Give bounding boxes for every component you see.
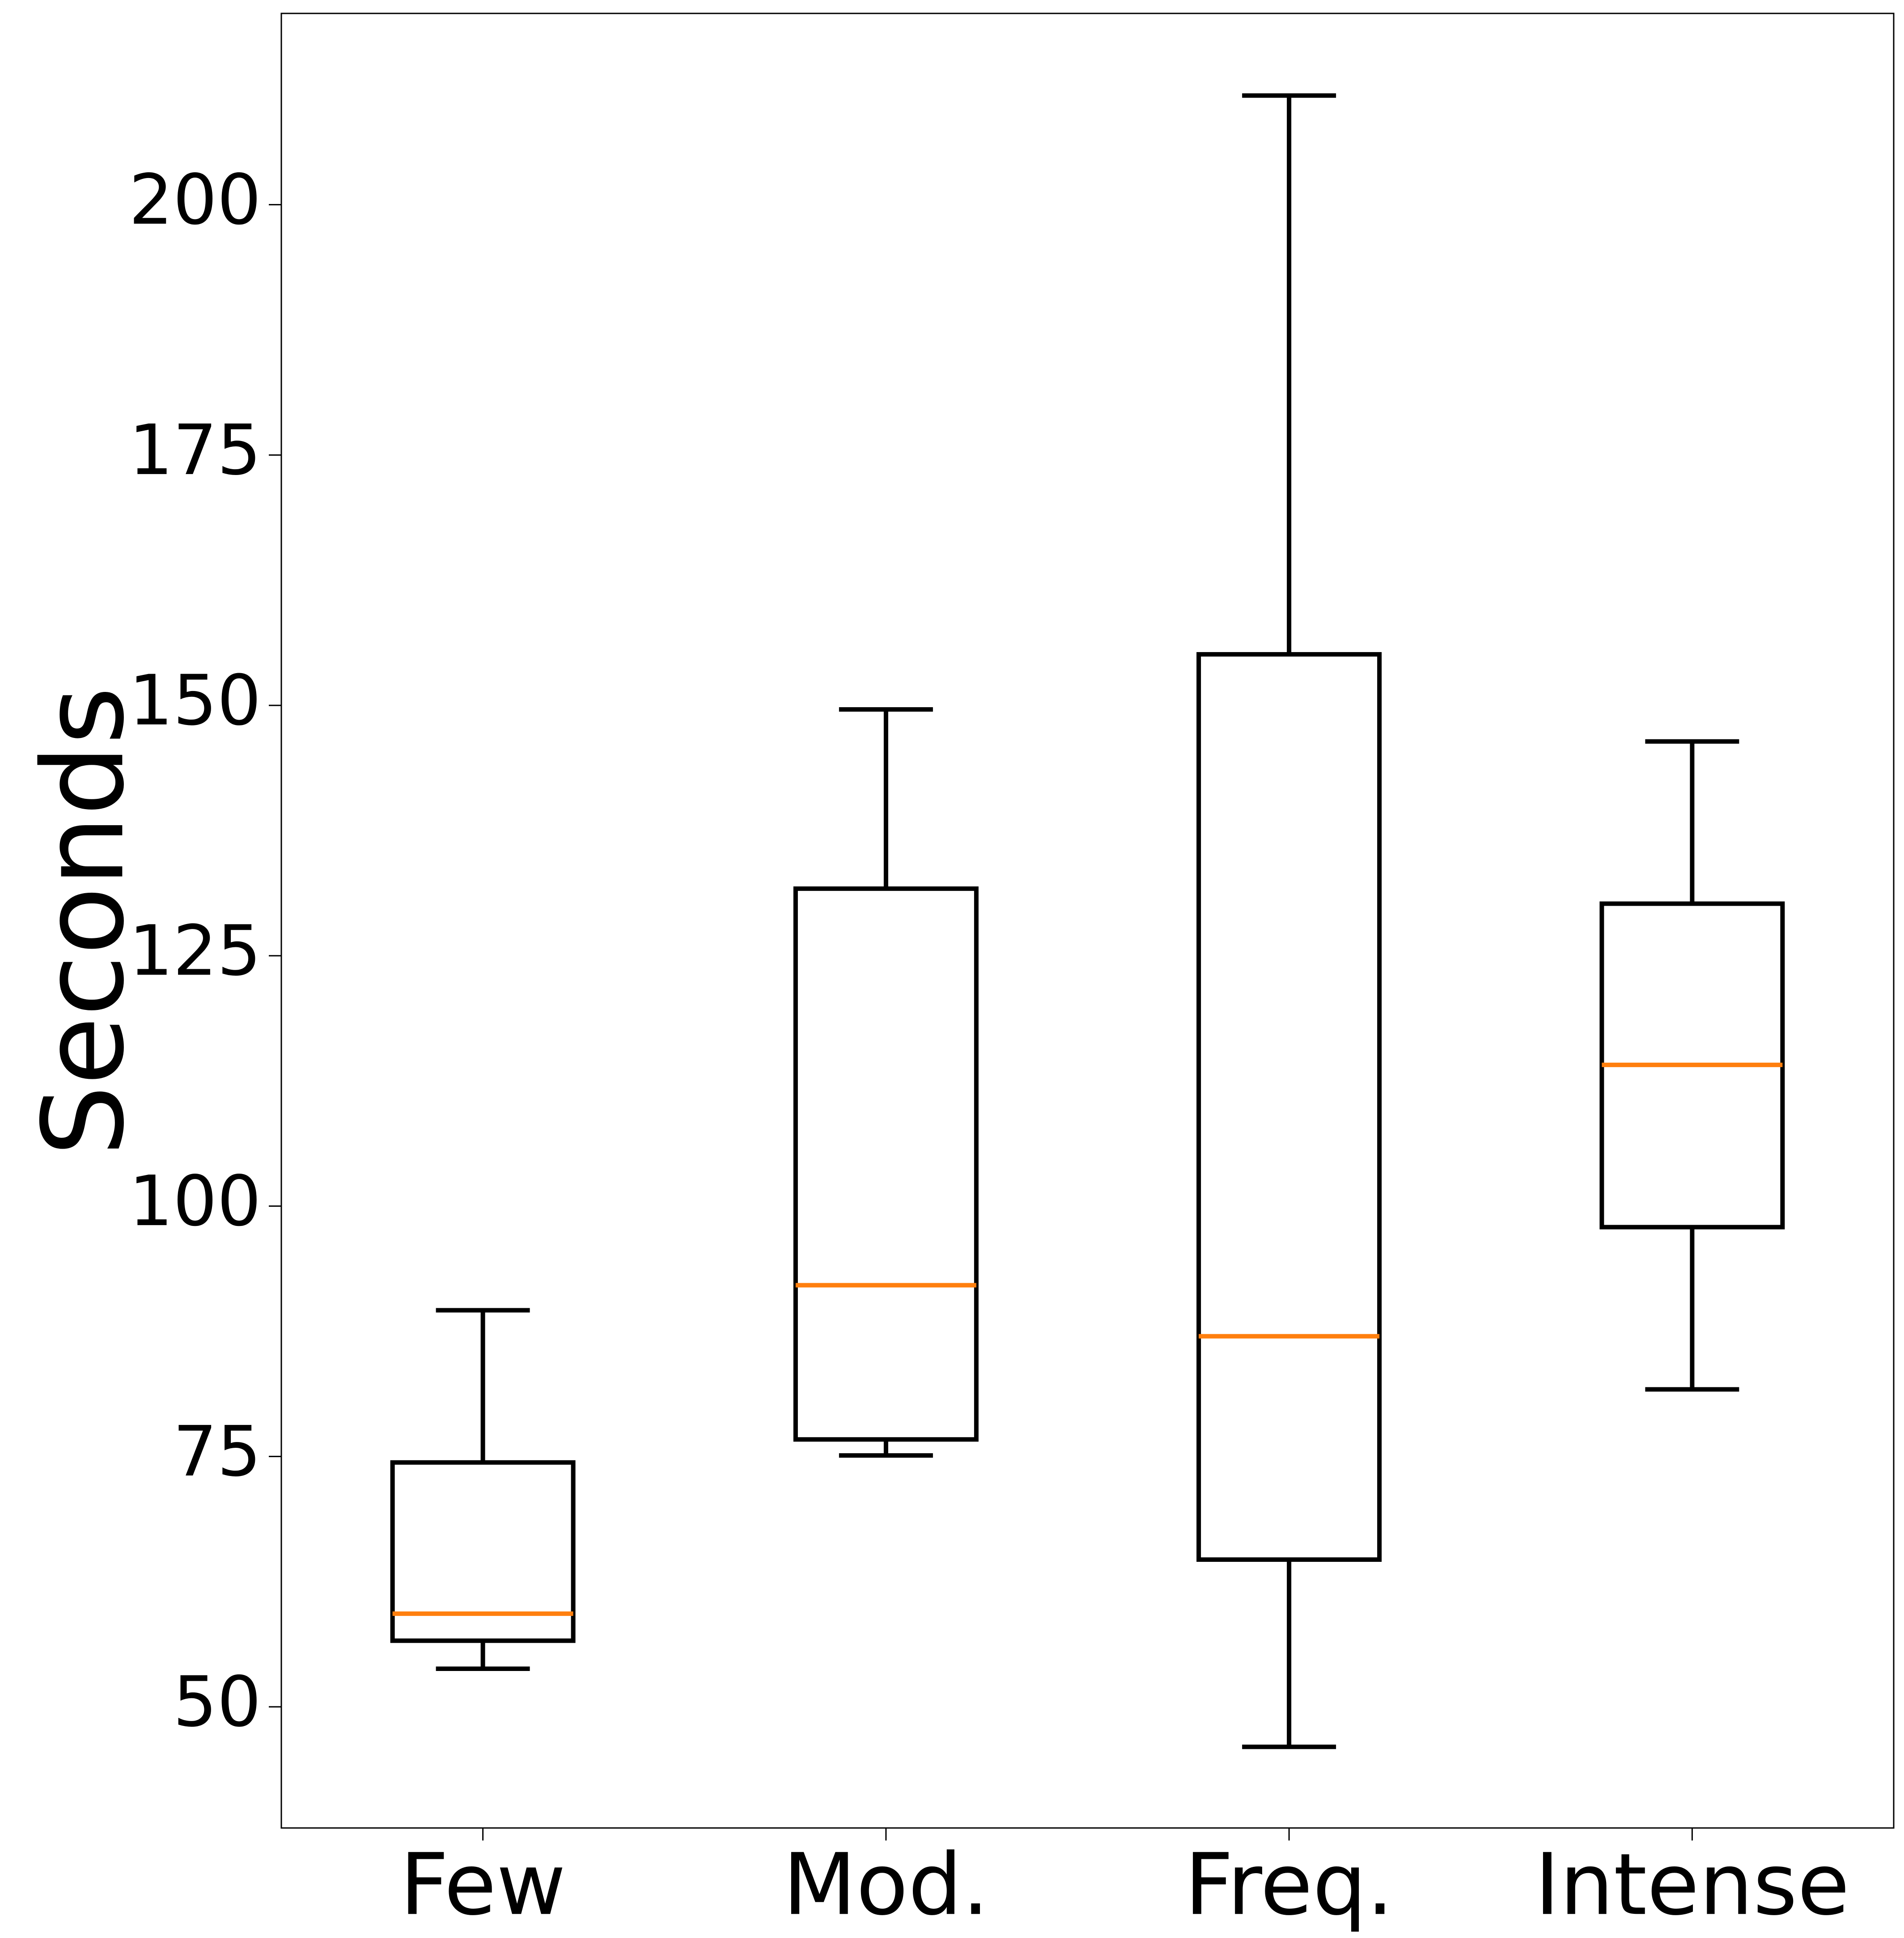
y-tick-label: 50 <box>173 1662 261 1743</box>
y-tick-label: 100 <box>129 1161 261 1242</box>
y-tick-label: 150 <box>129 660 261 741</box>
y-tick-label: 175 <box>129 410 261 491</box>
x-tick-label: Few <box>400 1835 566 1934</box>
box <box>390 1460 576 1643</box>
box <box>793 886 979 1442</box>
box <box>1196 652 1382 1562</box>
y-tick-label: 75 <box>173 1411 261 1492</box>
y-tick-label: 200 <box>129 159 261 240</box>
x-tick-label: Freq. <box>1184 1835 1393 1934</box>
y-tick-label: 125 <box>129 910 261 991</box>
y-axis-label: Seconds <box>18 687 148 1156</box>
x-tick-label: Intense <box>1535 1835 1849 1934</box>
x-tick-label: Mod. <box>783 1835 989 1934</box>
plot-frame <box>280 13 1895 1829</box>
